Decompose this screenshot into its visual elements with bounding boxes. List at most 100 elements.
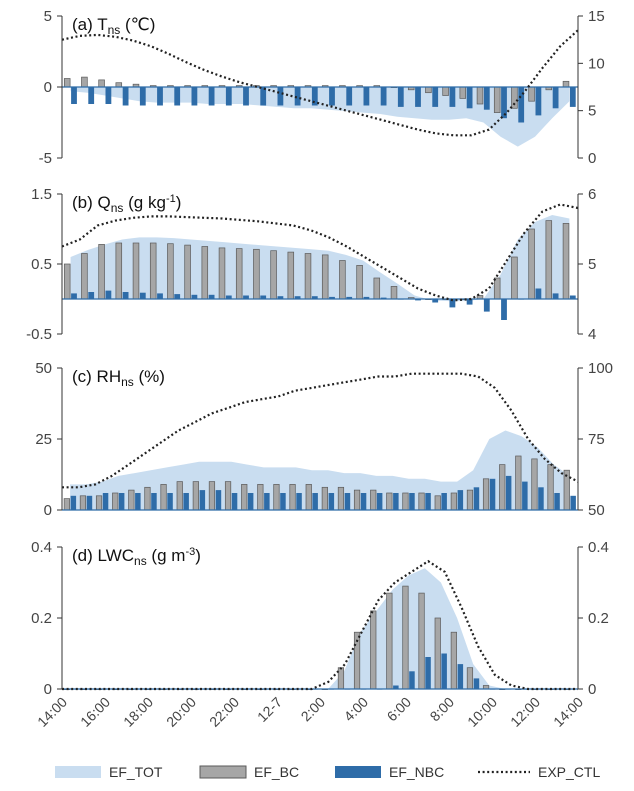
ef-nbc-bar: [393, 685, 399, 689]
ef-nbc-bar: [71, 293, 77, 299]
ef-bc-bar: [515, 455, 522, 511]
title-subscript: ns: [134, 554, 147, 568]
ef-nbc-bar: [535, 87, 542, 116]
ef-bc-bar: [386, 492, 393, 511]
ef-nbc-bar: [380, 87, 387, 106]
title-subscript: ns: [111, 201, 124, 215]
legend-label: EF_NBC: [389, 764, 444, 780]
ef-nbc-bar: [449, 87, 456, 107]
ef-bc-bar: [112, 492, 119, 511]
x-tick-label: 6:00: [384, 694, 415, 725]
ef-bc-bar: [192, 481, 199, 511]
ef-bc-bar: [545, 220, 553, 300]
ef-nbc-bar: [208, 294, 215, 299]
ef-bc-bar: [201, 246, 209, 300]
exp-ctl-line: [62, 559, 578, 691]
left-tick-label: 1.5: [31, 186, 52, 203]
ef-nbc-bar: [409, 493, 415, 510]
ef-nbc-bar: [231, 493, 238, 510]
ef-bc-bar: [257, 484, 264, 511]
ef-nbc-bar: [225, 87, 232, 106]
ef-bc-bar: [442, 86, 449, 96]
title-subscript: ns: [121, 375, 134, 389]
ef-bc-bar: [63, 498, 70, 511]
legend-swatch-ef-tot: [55, 766, 101, 778]
ef-nbc-bar: [415, 87, 421, 107]
ef-tot-area: [70, 215, 570, 302]
ef-nbc-bar: [102, 493, 109, 510]
ef-nbc-bar: [457, 490, 464, 510]
panel-d: 0.4 0.2 0 0.4 0.2 0 (d) LWCns (g m-3): [31, 539, 609, 698]
ef-nbc-bar: [409, 671, 415, 690]
ef-bc-bar: [273, 484, 280, 511]
ef-bc-bar: [402, 492, 409, 511]
ef-bc-bar: [81, 253, 88, 300]
ef-nbc-bar: [432, 87, 439, 107]
ef-bc-bar: [218, 247, 226, 300]
ef-nbc-bar: [397, 87, 404, 107]
ef-nbc-bar: [522, 481, 528, 510]
ef-nbc-bar: [473, 678, 480, 689]
ef-nbc-bar: [415, 299, 421, 301]
ef-nbc-bar: [505, 475, 512, 510]
ef-nbc-bar: [329, 87, 335, 106]
ef-nbc-bar: [483, 87, 490, 110]
ef-nbc-bar: [518, 87, 525, 123]
ef-bc-bar: [528, 86, 535, 102]
title-main: (c) RH: [72, 367, 121, 386]
ef-nbc-bar: [538, 487, 544, 510]
ef-bc-bar: [402, 585, 409, 690]
left-tick-label: 0: [44, 681, 52, 698]
ef-nbc-bar: [157, 87, 163, 106]
left-tick-label: 50: [35, 360, 52, 377]
title-unit: (%): [134, 367, 165, 386]
ef-bc-bar: [370, 610, 377, 690]
title-main: (d) LWC: [72, 546, 134, 565]
ef-nbc-bar: [473, 487, 480, 510]
ef-bc-bar: [450, 631, 457, 690]
ef-nbc-bar: [376, 493, 383, 510]
ef-nbc-bar: [243, 87, 249, 106]
ef-nbc-bar: [432, 299, 439, 303]
ef-bc-bar: [547, 464, 554, 511]
ef-nbc-bar: [312, 493, 318, 510]
panel-a: 5 0 -5 15 10 5 0 (a) Tns (℃): [39, 8, 605, 167]
title-superscript: -1: [166, 193, 176, 205]
ef-nbc-bar: [328, 493, 335, 510]
title-close: ): [195, 546, 201, 565]
legend-label: EF_TOT: [109, 764, 163, 780]
ef-nbc-bar: [449, 299, 456, 308]
ef-nbc-bar: [105, 87, 112, 104]
ef-nbc-bar: [344, 493, 351, 510]
ef-nbc-bar: [215, 490, 222, 510]
left-tick-label: 0.2: [31, 610, 52, 627]
ef-nbc-bar: [363, 296, 370, 299]
ef-nbc-bar: [441, 653, 447, 689]
x-tick-label: 12:00: [507, 694, 543, 730]
ef-bc-bar: [167, 243, 174, 300]
right-tick-label: 0.2: [588, 610, 609, 627]
title-unit: (g m: [147, 546, 186, 565]
x-tick-label: 14:00: [550, 694, 586, 730]
ef-nbc-bar: [483, 299, 490, 312]
ef-nbc-bar: [489, 478, 496, 510]
ef-nbc-bar: [329, 296, 335, 299]
ef-nbc-bar: [425, 493, 431, 510]
ef-nbc-bar: [264, 493, 270, 510]
ef-nbc-bar: [363, 87, 370, 106]
ef-nbc-bar: [199, 490, 206, 510]
ef-nbc-bar: [457, 664, 464, 689]
title-main: (a) T: [72, 15, 108, 34]
ef-bc-bar: [493, 86, 501, 113]
left-tick-label: 25: [35, 431, 52, 448]
right-tick-label: 5: [588, 256, 596, 273]
ef-bc-bar: [63, 78, 71, 88]
ef-nbc-bar: [151, 493, 157, 510]
ef-bc-bar: [184, 244, 191, 300]
title-superscript: -3: [185, 546, 195, 558]
ef-bc-bar: [531, 458, 538, 511]
right-tick-label: 6: [588, 186, 596, 203]
ef-nbc-bar: [88, 87, 95, 104]
exp-ctl-line: [61, 203, 579, 302]
